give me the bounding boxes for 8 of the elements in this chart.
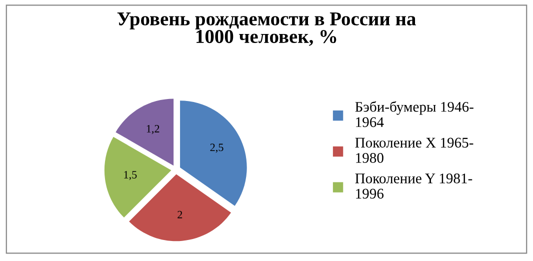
- legend-label: Поколение Х 1965-1980: [355, 138, 474, 163]
- chart-title: Уровень рождаемости в России на 1000 человек, %: [117, 12, 416, 46]
- data-label: 2,5: [210, 144, 224, 153]
- legend-label: Бэби-бумеры 1946-1964: [355, 101, 474, 128]
- data-label: 1,2: [146, 125, 160, 134]
- data-label: 2: [178, 210, 182, 218]
- data-label: 1,5: [124, 171, 137, 180]
- legend-label: Поколение Y 1981-1996: [355, 174, 472, 199]
